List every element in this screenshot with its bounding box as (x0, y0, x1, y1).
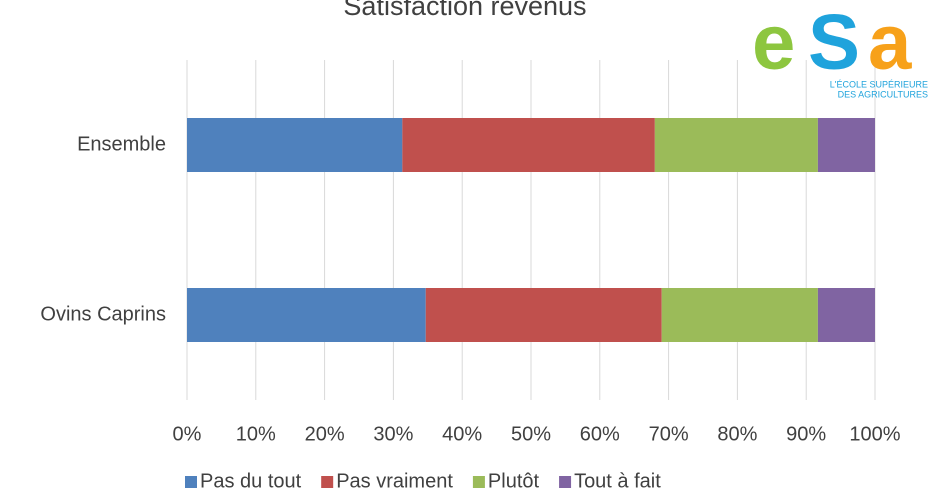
logo-text: L'ÉCOLE SUPÉRIEURE (830, 79, 928, 89)
y-tick-label: Ovins Caprins (40, 303, 166, 325)
bar-segment (187, 288, 426, 342)
bar-segment (654, 118, 818, 172)
bar-segment (425, 288, 662, 342)
bar-segment (187, 118, 403, 172)
x-tick-label: 70% (649, 423, 689, 445)
logo-letter: S (808, 0, 860, 86)
legend-label: Tout à fait (574, 470, 661, 492)
legend-label: Pas du tout (200, 470, 302, 492)
y-tick-label: Ensemble (77, 133, 166, 155)
legend-swatch (321, 476, 334, 488)
x-tick-label: 20% (305, 423, 345, 445)
x-tick-label: 40% (442, 423, 482, 445)
bar-segment (661, 288, 818, 342)
x-tick-label: 100% (849, 423, 900, 445)
legend-swatch (559, 476, 572, 488)
x-tick-label: 50% (511, 423, 551, 445)
logo-letter: e (752, 0, 795, 86)
bar-segment (817, 118, 875, 172)
x-tick-label: 30% (373, 423, 413, 445)
legend-swatch (185, 476, 197, 488)
x-tick-label: 90% (786, 423, 826, 445)
legend-swatch (472, 476, 485, 488)
x-tick-label: 80% (717, 423, 757, 445)
bar-segment (817, 288, 875, 342)
logo-text: DES AGRICULTURES (838, 89, 928, 99)
bar-segment (402, 118, 655, 172)
x-tick-label: 60% (580, 423, 620, 445)
x-tick-label: 10% (236, 423, 276, 445)
logo-letter: a (868, 0, 912, 86)
legend-label: Pas vraiment (336, 470, 453, 492)
x-tick-label: 0% (173, 423, 202, 445)
chart-title: Satisfaction revenus (343, 0, 586, 21)
legend-label: Plutôt (488, 470, 540, 492)
